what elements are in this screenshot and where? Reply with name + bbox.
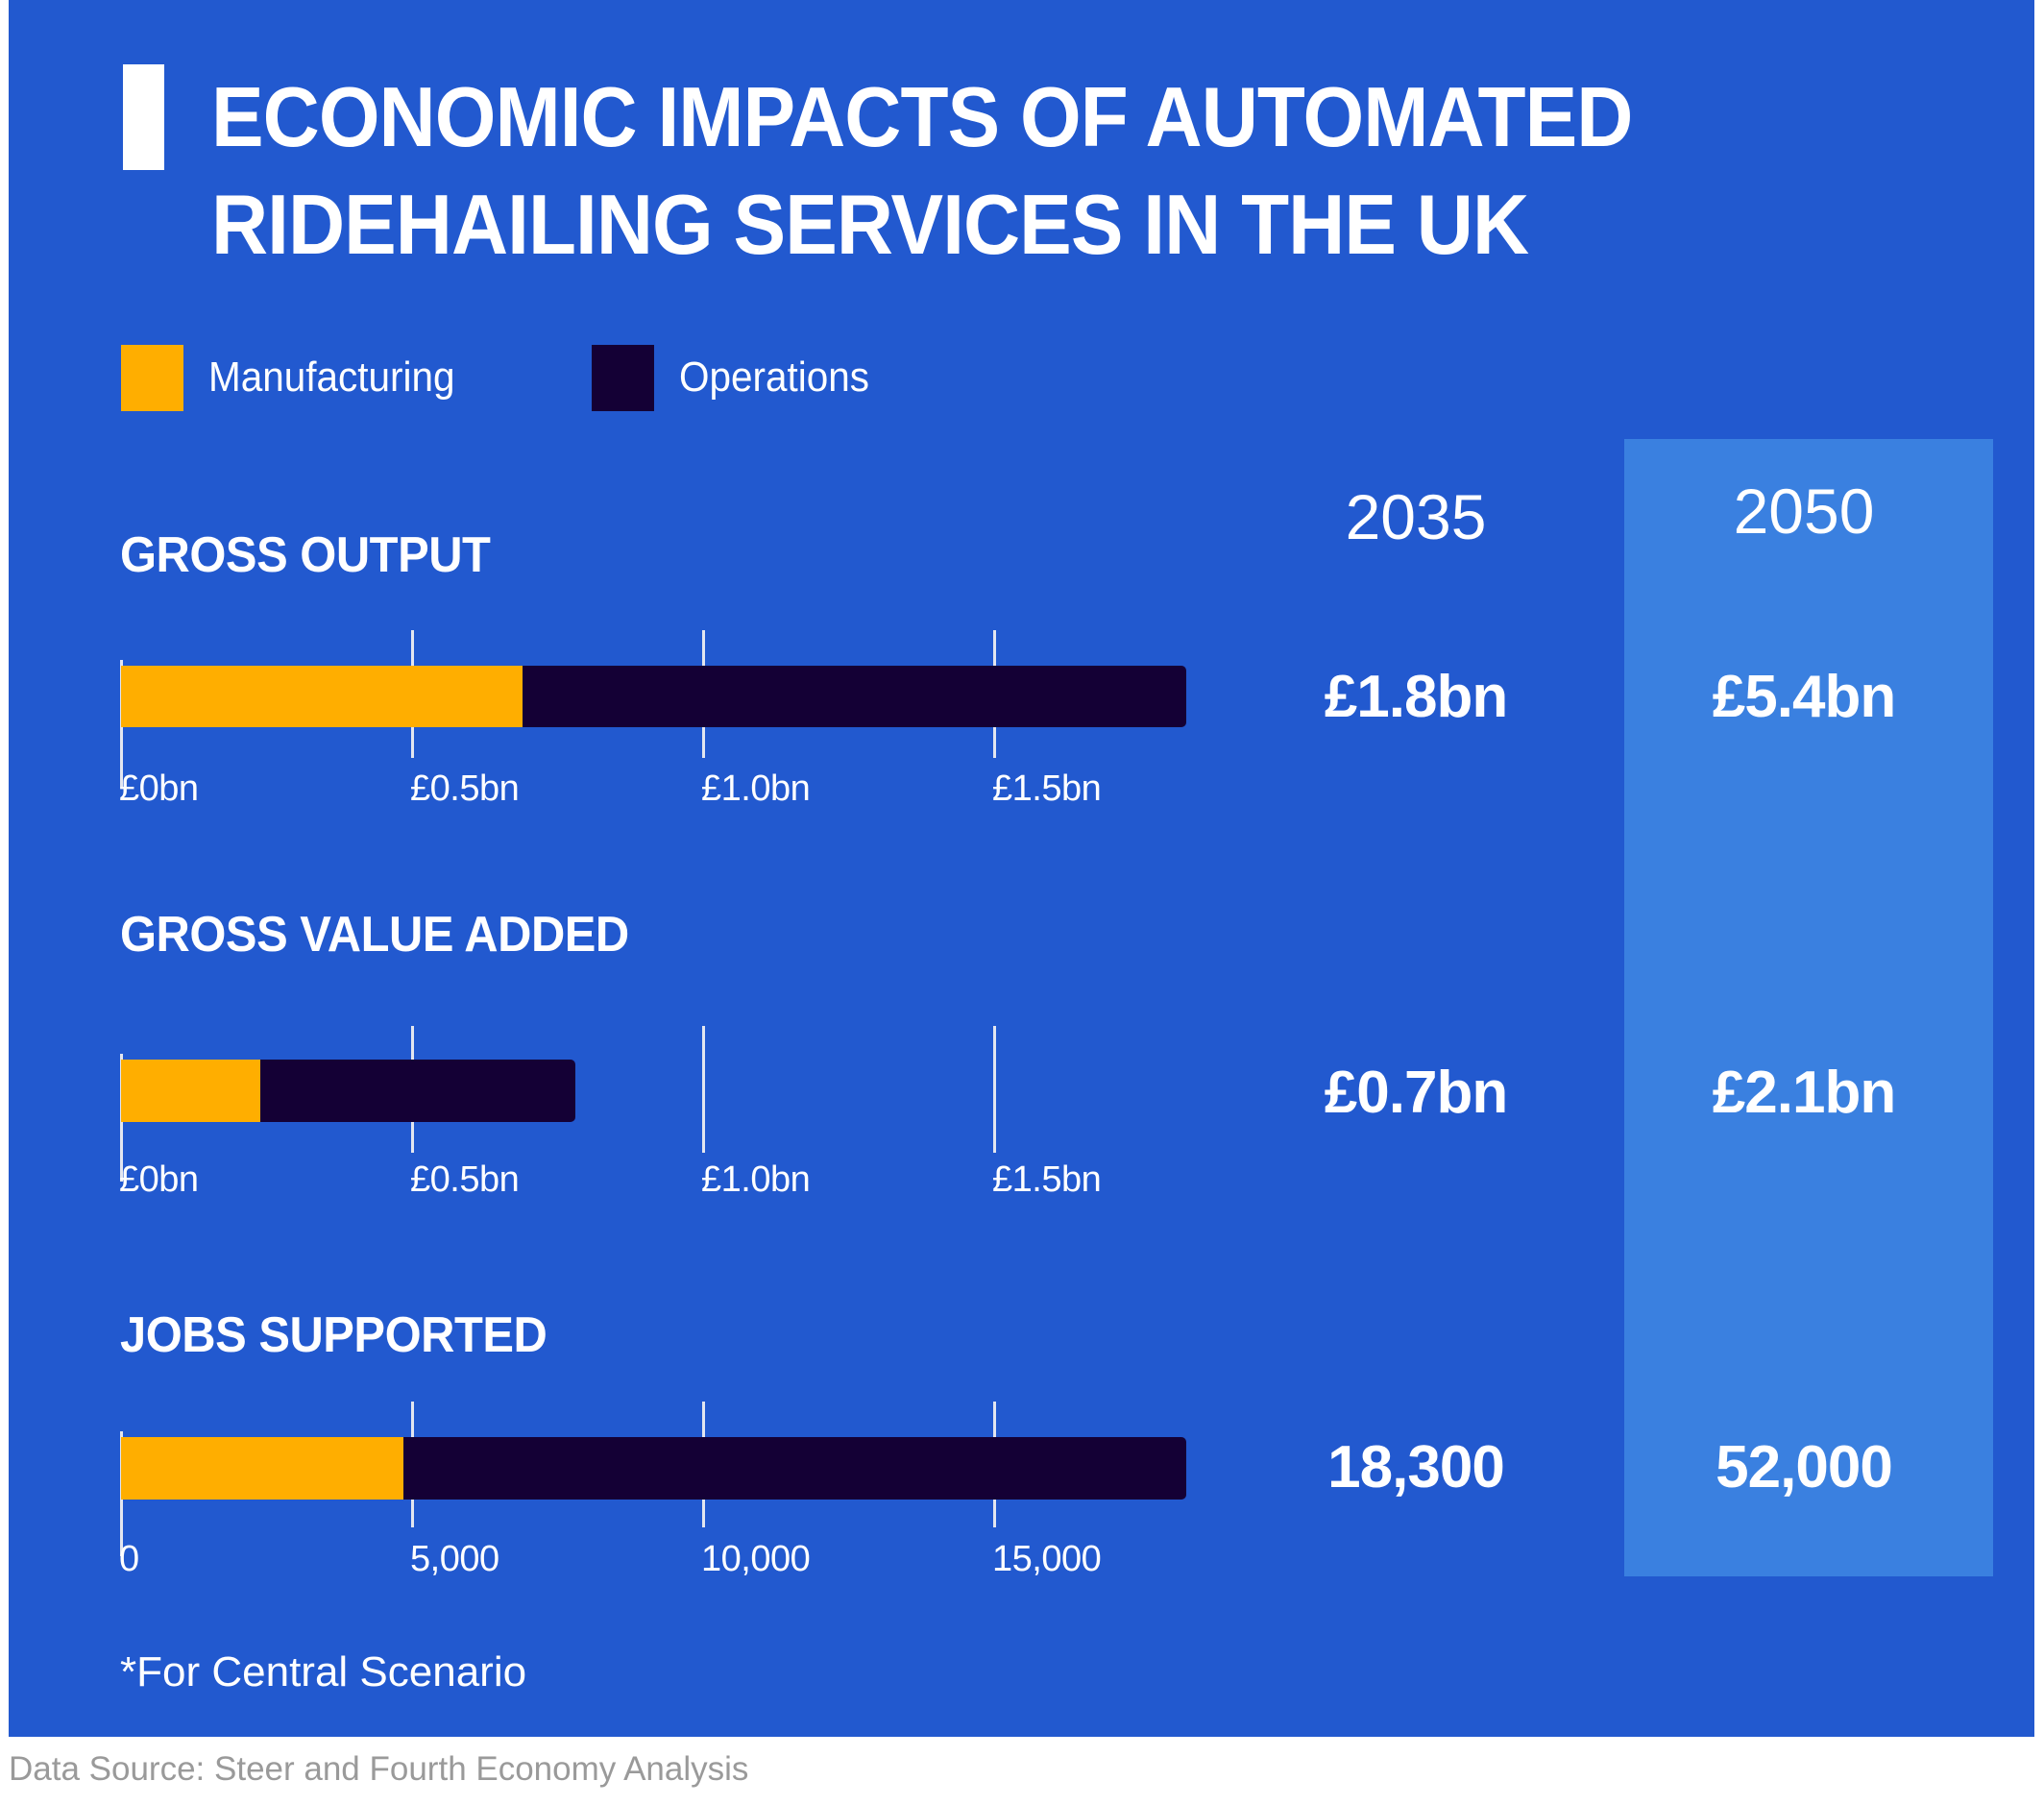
section-title-gross-value-added: GROSS VALUE ADDED <box>120 907 629 963</box>
year-2050-highlight-column <box>1624 439 1993 1576</box>
tick-label: £1.5bn <box>992 1159 1102 1200</box>
year-header-2050: 2050 <box>1733 476 1875 547</box>
footnote: *For Central Scenario <box>120 1648 527 1695</box>
gridline <box>993 1026 996 1153</box>
legend-label-manufacturing: Manufacturing <box>208 354 455 401</box>
value-2035-gross-value-added: £0.7bn <box>1324 1060 1508 1126</box>
value-2050-gross-output: £5.4bn <box>1712 664 1896 730</box>
title-accent-bar <box>123 64 164 170</box>
title-line-2: RIDEHAILING SERVICES IN THE UK <box>211 177 1529 272</box>
legend-swatch-manufacturing <box>121 344 183 411</box>
legend-item-operations: Operations <box>592 344 886 411</box>
bar-segment-manufacturing-jobs-supported <box>121 1437 403 1500</box>
page-title: ECONOMIC IMPACTS OF AUTOMATED RIDEHAILIN… <box>211 63 1633 279</box>
section-title-jobs-supported: JOBS SUPPORTED <box>120 1307 548 1363</box>
legend-swatch-operations <box>592 344 654 411</box>
section-title-gross-output: GROSS OUTPUT <box>120 527 491 583</box>
value-2050-jobs-supported: 52,000 <box>1716 1434 1893 1500</box>
tick-label: £1.0bn <box>701 768 811 809</box>
tick-label: 5,000 <box>410 1539 499 1579</box>
year-header-2035: 2035 <box>1345 481 1487 552</box>
bar-segment-operations-jobs-supported <box>402 1437 1186 1500</box>
tick-label: 10,000 <box>701 1539 811 1579</box>
tick-label: £1.5bn <box>992 768 1102 809</box>
gridline <box>702 1026 705 1153</box>
value-2050-gross-value-added: £2.1bn <box>1712 1060 1896 1126</box>
tick-label: £0bn <box>119 768 199 809</box>
bar-segment-operations-gross-output <box>523 666 1186 727</box>
legend-item-manufacturing: Manufacturing <box>121 344 476 411</box>
tick-label: £0bn <box>119 1159 199 1200</box>
bar-segment-manufacturing-gross-output <box>121 666 523 727</box>
tick-label: 15,000 <box>992 1539 1102 1579</box>
tick-label: £1.0bn <box>701 1159 811 1200</box>
legend-label-operations: Operations <box>679 354 870 401</box>
bar-segment-operations-gross-value-added <box>260 1060 575 1122</box>
tick-label: £0.5bn <box>410 1159 520 1200</box>
value-2035-jobs-supported: 18,300 <box>1327 1434 1505 1500</box>
tick-label: 0 <box>119 1539 139 1579</box>
tick-label: £0.5bn <box>410 768 520 809</box>
title-line-1: ECONOMIC IMPACTS OF AUTOMATED <box>211 69 1633 164</box>
data-source: Data Source: Steer and Fourth Economy An… <box>9 1750 749 1788</box>
value-2035-gross-output: £1.8bn <box>1324 664 1508 730</box>
bar-segment-manufacturing-gross-value-added <box>121 1060 261 1122</box>
